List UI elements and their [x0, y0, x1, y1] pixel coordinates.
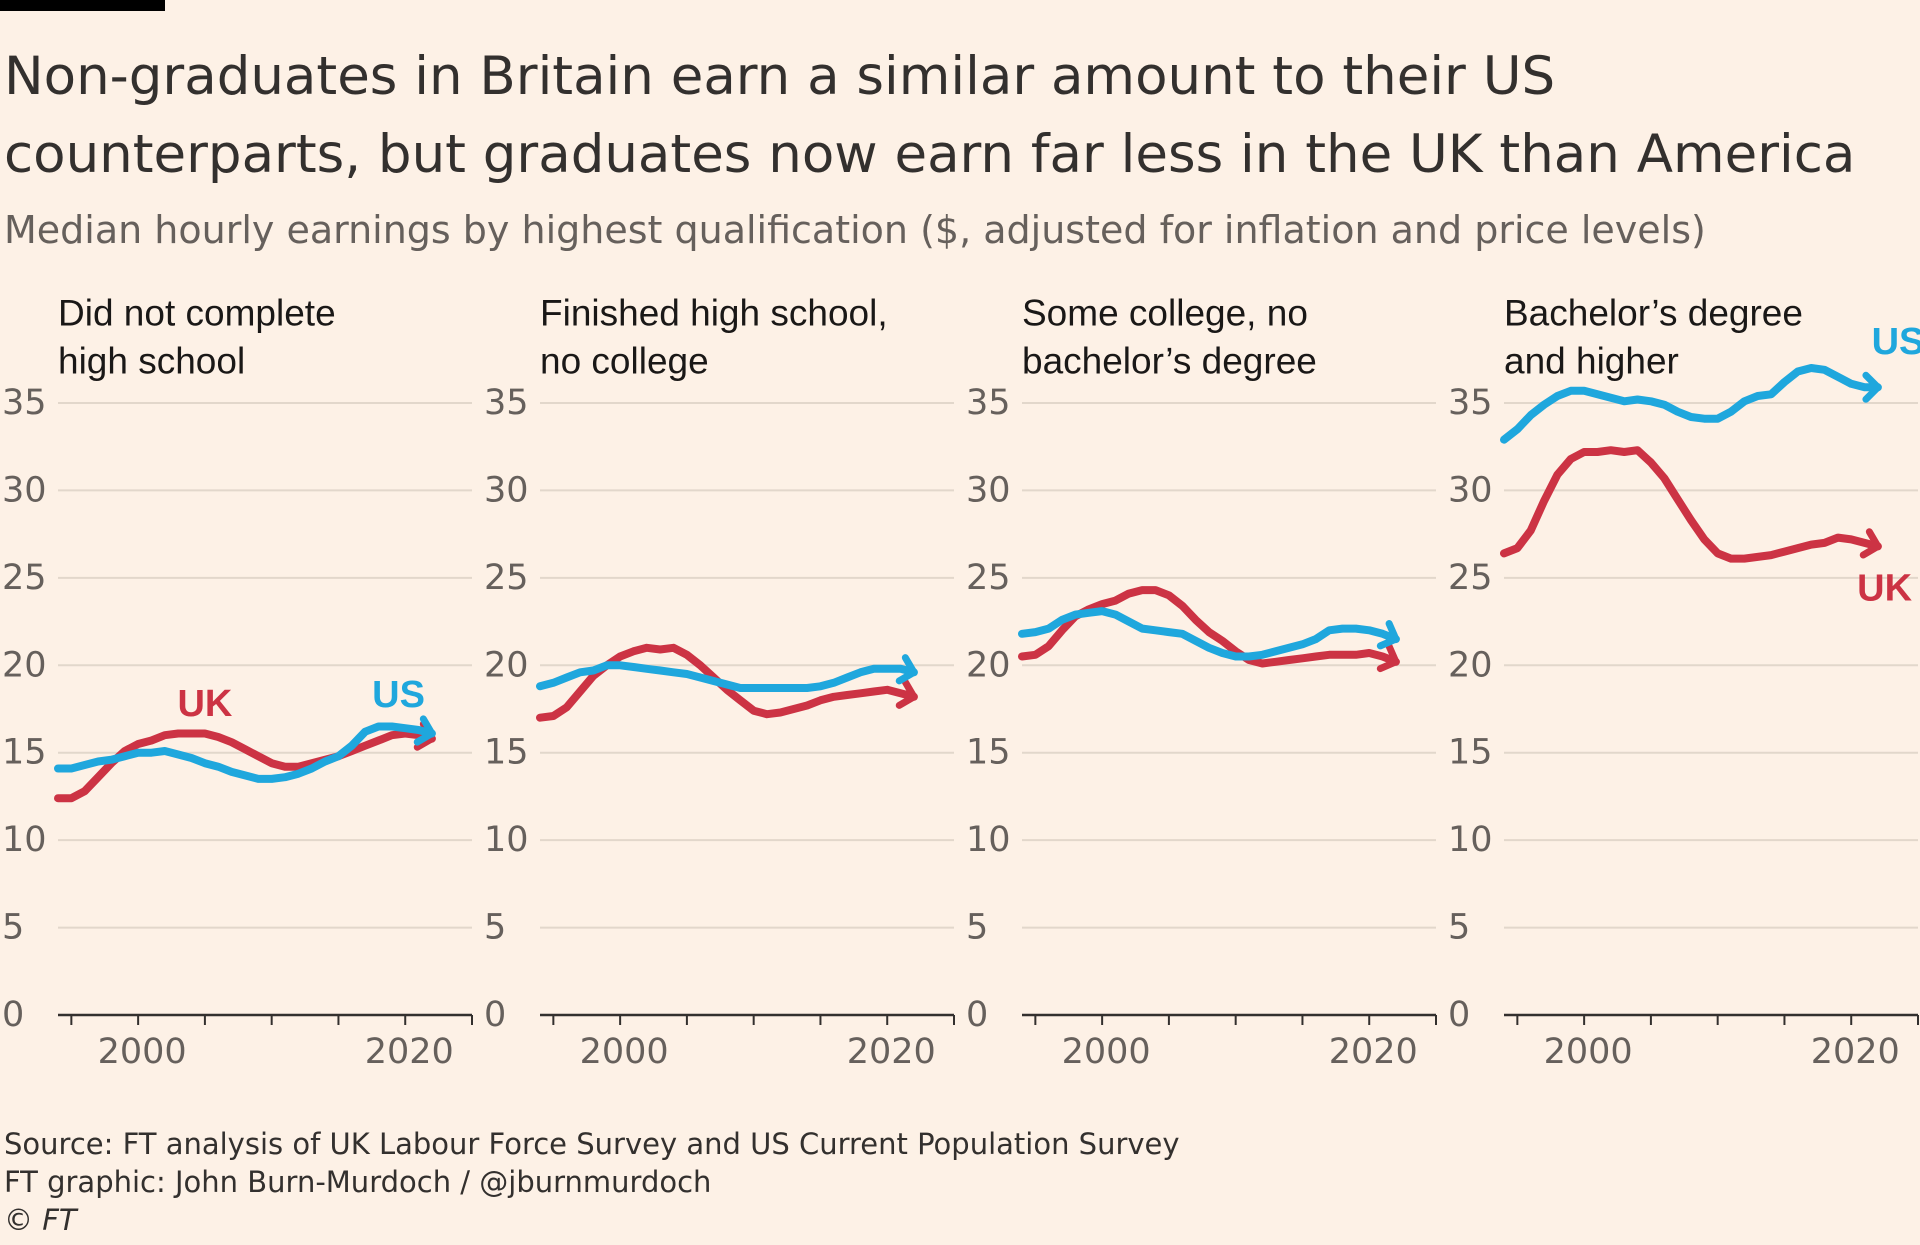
y-tick-label: 0 [484, 995, 506, 1035]
panel-4: Bachelor’s degree and higher 0 5 10 15 20 25 30 3… [1448, 293, 1920, 1073]
ft-brand-bar [0, 0, 165, 11]
x-tick-label: 2020 [1811, 1032, 1900, 1072]
y-tick-label: 0 [966, 995, 988, 1035]
panel-title-line: Did not complete [58, 293, 336, 334]
y-tick-label: 35 [966, 383, 1011, 423]
y-tick-label: 15 [2, 733, 47, 773]
y-tick-label: 15 [966, 733, 1011, 773]
panel-title-line: no college [540, 341, 709, 382]
y-tick-label: 20 [966, 645, 1011, 685]
series-line-us [536, 661, 918, 692]
panel-2: Finished high school,no college051015202… [484, 293, 955, 1072]
panel-3: Some college, no bachelor’s degree 0 5 10 15 2… [966, 293, 1437, 1072]
x-tick-label: 2000 [98, 1032, 187, 1072]
y-tick-label: 20 [2, 645, 47, 685]
y-tick-label: 25 [1448, 558, 1493, 598]
chart-title: Non-graduates in Britain earn a similar … [4, 46, 1856, 185]
y-tick-label: 25 [2, 558, 47, 598]
y-tick-label: 30 [966, 470, 1011, 510]
y-tick-label: 0 [2, 995, 24, 1035]
x-tick-label: 2020 [1329, 1032, 1418, 1072]
series-arrowhead-uk [895, 678, 918, 709]
x-tick-label: 2020 [365, 1032, 454, 1072]
y-tick-label: 30 [2, 470, 47, 510]
series-arrowhead-us [1376, 620, 1400, 650]
series-arrowhead-uk [1376, 642, 1400, 673]
y-tick-label: 10 [1448, 820, 1493, 860]
y-tick-label: 30 [1448, 470, 1493, 510]
panel-title-line: and higher [1504, 341, 1679, 382]
panel-title-line: high school [58, 341, 245, 382]
panel-title-line: Finished high school, [540, 293, 888, 334]
series-arrowhead-uk [1859, 528, 1882, 559]
panel-title-line: Some college, no [1022, 293, 1308, 334]
panel-title-line: Bachelor’s degree [1504, 293, 1803, 334]
series-line-us [1018, 607, 1400, 661]
footer: Source: FT analysis of UK Labour Force S… [4, 1125, 1180, 1239]
x-tick-label: 2000 [1544, 1032, 1633, 1072]
series-line-uk [54, 729, 436, 803]
y-tick-label: 5 [1448, 908, 1470, 948]
x-tick-label: 2020 [847, 1032, 936, 1072]
y-tick-label: 35 [2, 383, 47, 423]
panel-1: Did not complete high school 0 5 10 15 20 25 30 3… [2, 293, 473, 1072]
series-line-uk [1500, 446, 1882, 563]
series-arrowhead-us [413, 715, 436, 746]
y-tick-label: 5 [966, 908, 988, 948]
y-tick-label: 35 [1448, 383, 1493, 423]
series-label-uk: UK [177, 683, 232, 725]
y-tick-label: 15 [484, 733, 529, 773]
x-tick-label: 2000 [1062, 1032, 1151, 1072]
copyright: © FT [4, 1203, 77, 1237]
y-tick-label: 20 [1448, 645, 1493, 685]
y-tick-label: 10 [2, 820, 47, 860]
small-multiples-chart: Did not complete high school 0 5 10 15 20 25 30 3… [2, 293, 1920, 1073]
panel-title-line: bachelor’s degree [1022, 341, 1317, 382]
y-tick-label: 5 [484, 908, 506, 948]
y-tick-label: 0 [1448, 995, 1470, 1035]
y-tick-label: 25 [484, 558, 529, 598]
y-tick-label: 10 [484, 820, 529, 860]
y-tick-label: 20 [484, 645, 529, 685]
y-tick-label: 30 [484, 470, 529, 510]
series-label-us: US [1872, 321, 1920, 363]
y-tick-label: 15 [1448, 733, 1493, 773]
y-tick-label: 35 [484, 383, 529, 423]
chart-subtitle: Median hourly earnings by highest qualif… [4, 208, 1706, 252]
y-tick-label: 5 [2, 908, 24, 948]
series-arrowhead-us [895, 654, 918, 685]
series-arrowhead-us [1862, 371, 1882, 403]
series-line-us [1500, 364, 1882, 444]
y-tick-label: 10 [966, 820, 1011, 860]
graphic-credit: FT graphic: John Burn-Murdoch / @jburnmu… [4, 1165, 712, 1199]
y-tick-label: 25 [966, 558, 1011, 598]
series-label-uk: UK [1857, 567, 1912, 609]
x-tick-label: 2000 [580, 1032, 669, 1072]
series-label-us: US [372, 674, 425, 716]
source-note: Source: FT analysis of UK Labour Force S… [4, 1127, 1180, 1161]
series-line-us [54, 722, 436, 783]
